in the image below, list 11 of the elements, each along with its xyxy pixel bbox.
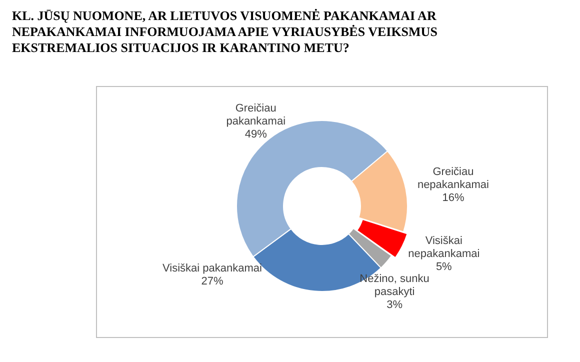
slice-label: Nežino, sunku pasakyti [360,273,430,298]
data-label: 49% [244,128,268,141]
slice-label: Greičiau nepakankamai [417,166,490,192]
data-label: 27% [201,276,224,288]
slice-label: Visiškai pakankamai [162,262,262,275]
slice-label: Visiškai nepakankamai [408,235,480,260]
data-label: 3% [386,299,403,312]
chart-title: KL. JŪSŲ NUOMONE, AR LIETUVOS VISUOMENĖ PAKANKAMAI AR NEPAKANKAMAI INFORMUOJAMA APIE VYRIAUSYBĖS VEIKSMUS EKSTREMALIOS SITUACIJOS IR KARANTINO METU? [12,8,438,56]
slice-label: Greičiau pakankamai [226,102,286,128]
data-label: 16% [442,192,464,204]
data-label: 5% [436,261,452,274]
